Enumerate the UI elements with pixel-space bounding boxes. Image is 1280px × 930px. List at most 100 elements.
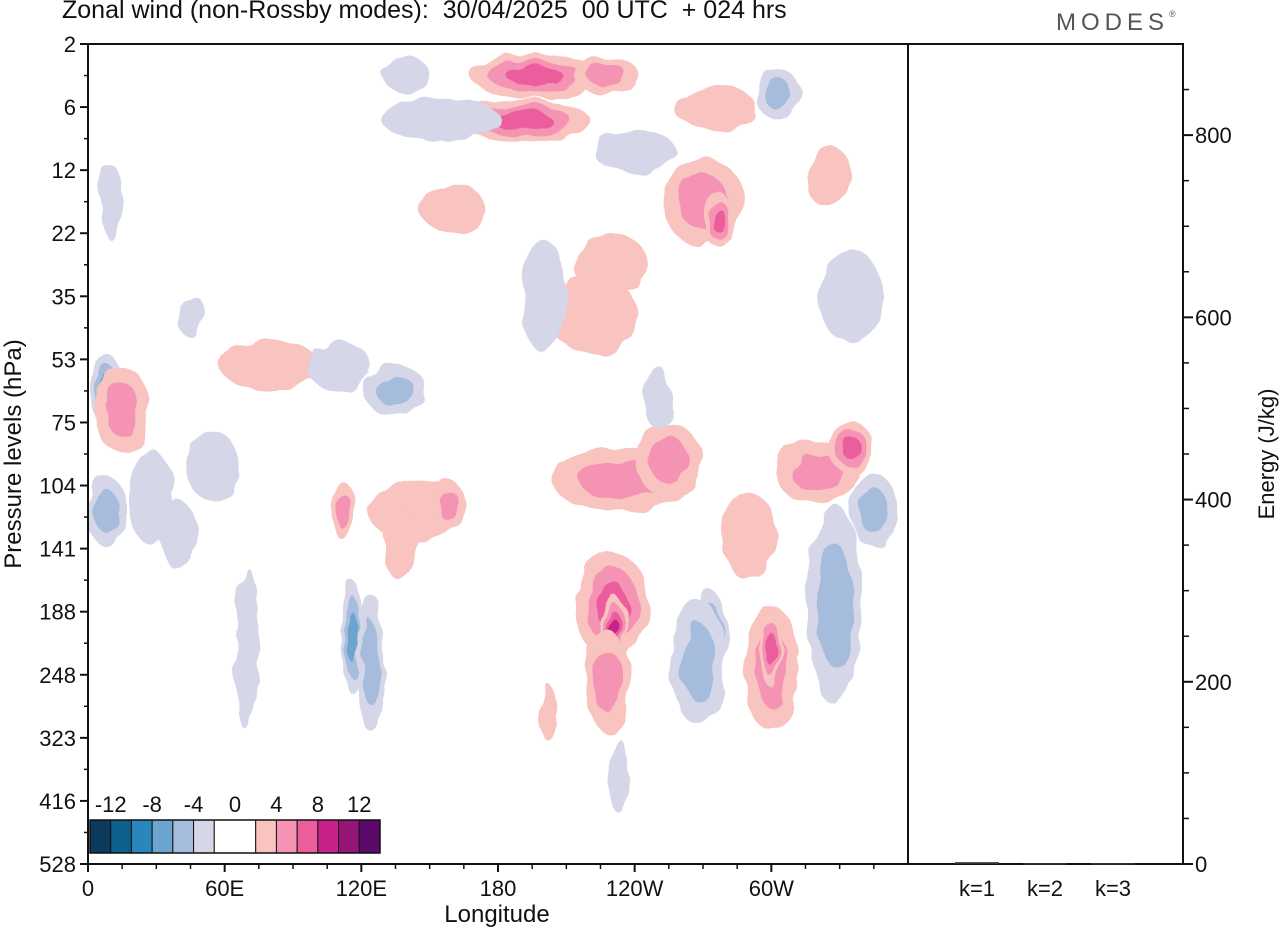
wind-contour bbox=[587, 64, 627, 87]
x-tick-label: 60W bbox=[749, 876, 794, 901]
colorbar-swatch bbox=[110, 819, 132, 854]
energy-tick-label: 0 bbox=[1195, 852, 1207, 877]
y-tick-label: 528 bbox=[39, 852, 76, 877]
x-tick-label: 0 bbox=[82, 876, 94, 901]
y-tick-label: 416 bbox=[39, 789, 76, 814]
brand-text: MODES bbox=[1056, 9, 1170, 36]
wind-contour bbox=[841, 436, 862, 459]
energy-tick-label: 200 bbox=[1195, 670, 1232, 695]
energy-category-label: k=3 bbox=[1095, 876, 1131, 901]
wind-contour bbox=[643, 366, 672, 429]
x-tick-label: 60E bbox=[205, 876, 244, 901]
wind-contour bbox=[818, 543, 852, 668]
pressure-axis: 2 6 12 22 35 53 75 104 141 188 248 323 416 528 bbox=[39, 32, 88, 877]
y-tick-label: 35 bbox=[52, 284, 76, 309]
y-tick-label: 12 bbox=[52, 158, 76, 183]
energy-tick-label: 600 bbox=[1195, 305, 1232, 330]
brand-logo: MODES® bbox=[1056, 9, 1176, 37]
colorbar-swatch bbox=[338, 819, 360, 854]
wind-contour bbox=[99, 164, 123, 240]
brand-mark: ® bbox=[1169, 9, 1176, 19]
wind-contour bbox=[593, 129, 676, 173]
y-tick-label: 141 bbox=[39, 537, 76, 562]
colorbar-label: -8 bbox=[142, 792, 162, 817]
energy-tick-label: 800 bbox=[1195, 123, 1232, 148]
wind-contour bbox=[609, 738, 628, 814]
colorbar-swatch bbox=[255, 819, 277, 854]
wind-contour bbox=[520, 239, 567, 353]
colorbar-label: -4 bbox=[184, 792, 204, 817]
energy-bar bbox=[955, 862, 999, 864]
wind-contour bbox=[673, 85, 756, 129]
wind-contour bbox=[362, 619, 379, 705]
colorbar-swatch bbox=[193, 819, 215, 854]
colorbar-label: 0 bbox=[229, 792, 241, 817]
wind-contour bbox=[593, 650, 622, 712]
wind-contour bbox=[791, 453, 843, 493]
longitude-axis: 0 60E 120E 180 120W 60W bbox=[82, 864, 875, 901]
wind-contour bbox=[438, 489, 458, 520]
wind-contour bbox=[186, 432, 241, 501]
wind-contours bbox=[88, 53, 897, 814]
y-tick-label: 2 bbox=[64, 32, 76, 57]
wind-contour bbox=[506, 65, 563, 86]
y-tick-label: 104 bbox=[39, 474, 76, 499]
colorbar-label: 8 bbox=[312, 792, 324, 817]
wind-contour bbox=[490, 110, 552, 130]
energy-category-label: k=2 bbox=[1027, 876, 1063, 901]
wind-contour bbox=[819, 249, 883, 344]
chart-title: Zonal wind (non-Rossby modes): 30/04/202… bbox=[62, 0, 787, 24]
energy-plot-frame bbox=[907, 43, 1184, 865]
wind-contour bbox=[381, 504, 419, 580]
colorbar-frame bbox=[89, 819, 381, 854]
y-axis-label: Pressure levels (hPa) bbox=[0, 339, 27, 568]
wind-contour bbox=[805, 145, 852, 208]
wind-contour bbox=[160, 501, 198, 571]
colorbar-swatch bbox=[89, 819, 112, 854]
colorbar-legend: -12 -8 -4 0 4 8 12 bbox=[89, 792, 381, 854]
x-tick-label: 120E bbox=[336, 876, 387, 901]
wind-contour bbox=[381, 97, 501, 142]
wind-contour bbox=[539, 684, 558, 741]
wind-contour bbox=[420, 183, 485, 233]
y-tick-label: 75 bbox=[52, 410, 76, 435]
wind-contour bbox=[176, 293, 205, 338]
wind-contour bbox=[105, 382, 139, 437]
energy-axis: 0 200 400 600 800 bbox=[1183, 88, 1232, 877]
wind-contour bbox=[681, 623, 716, 701]
energy-bar bbox=[1023, 863, 1067, 865]
wind-contour bbox=[721, 492, 776, 580]
x-tick-label: 120W bbox=[606, 876, 664, 901]
x-tick-label: 180 bbox=[480, 876, 517, 901]
y-tick-label: 53 bbox=[52, 347, 76, 372]
wind-contour bbox=[384, 56, 430, 95]
y-tick-label: 6 bbox=[64, 95, 76, 120]
wind-contour bbox=[347, 611, 358, 663]
wind-contour bbox=[649, 437, 689, 484]
y-tick-label: 248 bbox=[39, 663, 76, 688]
colorbar-label: -12 bbox=[95, 792, 127, 817]
colorbar-swatch bbox=[151, 819, 174, 854]
colorbar-label: 12 bbox=[347, 792, 371, 817]
colorbar-swatch bbox=[317, 819, 340, 854]
wind-contour bbox=[93, 489, 119, 532]
energy-bars: k=1 k=2 k=3 bbox=[955, 862, 1135, 901]
y-tick-label: 323 bbox=[39, 726, 76, 751]
wind-contour bbox=[334, 493, 352, 529]
colorbar-swatch bbox=[275, 819, 298, 854]
colorbar-swatch bbox=[130, 819, 153, 854]
colorbar-swatch bbox=[296, 819, 319, 854]
wind-contour bbox=[859, 487, 888, 534]
y-tick-label: 22 bbox=[52, 221, 76, 246]
energy-bar bbox=[1091, 863, 1135, 865]
wind-contour bbox=[220, 340, 321, 391]
colorbar-label: 4 bbox=[270, 792, 282, 817]
colorbar-swatch bbox=[358, 819, 381, 854]
wind-contour bbox=[766, 632, 777, 667]
energy-category-label: k=1 bbox=[959, 876, 995, 901]
wind-contour bbox=[306, 340, 371, 391]
wind-contour bbox=[548, 277, 640, 353]
y-tick-label: 188 bbox=[39, 600, 76, 625]
wind-contour bbox=[712, 208, 726, 234]
